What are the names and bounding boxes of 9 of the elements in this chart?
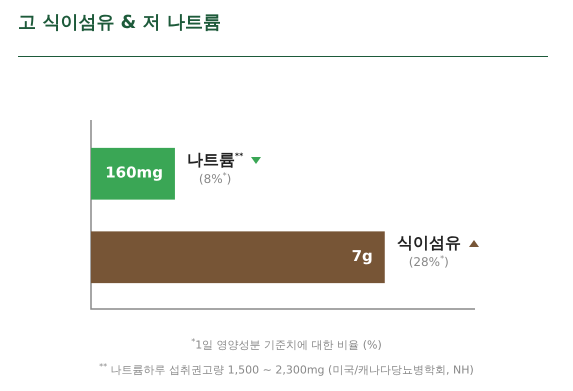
text: $^{*}$1일 영양성분 기준치에 대한 비율 (%) xyxy=(190,336,383,354)
chart-title: 고 식이섬유 & 저 나트륨 xyxy=(18,11,221,34)
y-tick-label: 식이섬유 xyxy=(396,233,462,254)
annotation: 7g xyxy=(352,247,373,266)
y-tick-label: 나트륨$^{**}$ xyxy=(186,150,244,171)
data-label: (28%$^{*}$) xyxy=(408,254,450,270)
data-label: (8%$^{*}$) xyxy=(198,170,232,186)
annotation: 160mg xyxy=(105,164,163,182)
text: $^{**}$ 나트륨하루 섭취권고량 1,500 ~ 2,300mg (미국/캐나다당뇨병학회, NH) xyxy=(98,360,475,378)
